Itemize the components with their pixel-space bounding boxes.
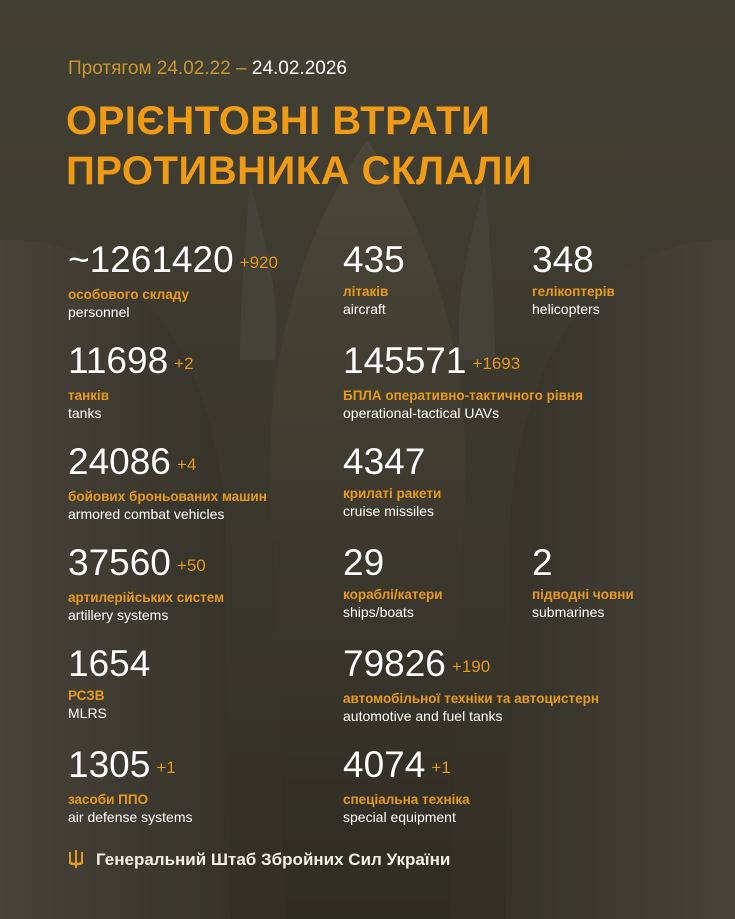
- stat-delta: +1693: [472, 354, 521, 373]
- stat-helicopters: 348 гелікоптерів helicopters: [532, 240, 615, 318]
- stat-operational-tactical-uavs: 145571 +1693 БПЛА оперативно-тактичного рі…: [343, 341, 583, 422]
- stat-number: 2: [532, 542, 553, 583]
- stat-number: 4074: [343, 744, 426, 785]
- stat-label-ua: спеціальна техніка: [343, 792, 470, 807]
- stat-number: 1654: [68, 643, 151, 684]
- stat-aircraft: 435 літаків aircraft: [343, 240, 405, 318]
- stat-number: 348: [532, 239, 594, 280]
- stat-delta: +1: [156, 758, 176, 777]
- stat-value: 4074 +1: [343, 745, 470, 788]
- stat-label-en: special equipment: [343, 809, 456, 825]
- stat-number: 11698: [68, 340, 169, 381]
- stat-number: 435: [343, 239, 405, 280]
- stat-delta: +1: [431, 758, 451, 777]
- stat-label-en: ships/boats: [343, 604, 414, 620]
- stat-delta: +4: [176, 455, 197, 474]
- stat-artillery-systems: 37560 +50 артилерійських систем artillery s…: [68, 543, 225, 624]
- stat-cruise-missiles: 4347 крилаті ракети cruise missiles: [343, 442, 442, 520]
- stat-number: ~1261420: [68, 239, 234, 280]
- stat-label-ua: танків: [68, 388, 110, 403]
- stat-delta: +50: [176, 556, 206, 575]
- stat-tanks: 11698 +2 танків tanks: [68, 341, 194, 422]
- stat-air-defense-systems: 1305 +1 засоби ППО air defense systems: [68, 745, 193, 826]
- stat-value: ~1261420 +920: [68, 240, 278, 283]
- stat-label-ua: крилаті ракети: [343, 486, 442, 501]
- footer-text: Генеральний Штаб Збройних Сил України: [96, 850, 451, 869]
- stat-personnel: ~1261420 +920 особового складу personnel: [68, 240, 278, 321]
- stat-label-ua: артилерійських систем: [68, 590, 225, 605]
- stat-label-ua: БПЛА оперативно-тактичного рівня: [343, 388, 583, 403]
- title-line-2: ПРОТИВНИКА СКЛАЛИ: [66, 149, 533, 193]
- stat-label-en: air defense systems: [68, 809, 193, 825]
- stat-label-en: operational-tactical UAVs: [343, 405, 500, 421]
- stat-label-ua: особового складу: [68, 287, 189, 302]
- stat-label-en: helicopters: [532, 301, 600, 317]
- stat-value: 4347: [343, 442, 441, 482]
- period-start: Протягом 24.02.22 –: [68, 58, 247, 79]
- stat-delta: +190: [451, 657, 491, 676]
- stat-value: 1305 +1: [68, 745, 193, 788]
- stat-label-en: artillery systems: [68, 607, 169, 623]
- stat-number: 29: [343, 542, 385, 583]
- stat-ships-boats: 29 кораблі/катери ships/boats: [343, 543, 443, 621]
- stat-number: 37560: [68, 542, 171, 583]
- stat-value: 29: [343, 543, 443, 583]
- stat-value: 1654: [68, 644, 150, 684]
- stat-number: 4347: [343, 441, 426, 482]
- stat-label-en: tanks: [68, 405, 102, 421]
- footer: Генеральний Штаб Збройних Сил України: [68, 850, 450, 870]
- stat-automotive-and-fuel-tanks: 79826 +190 автомобільної техніки та автоци…: [343, 644, 600, 725]
- stat-value: 2: [532, 543, 634, 583]
- stat-value: 435: [343, 240, 405, 280]
- period-end: 24.02.2026: [251, 58, 347, 79]
- stat-label-en: submarines: [532, 604, 605, 620]
- stat-label-en: aircraft: [343, 301, 386, 317]
- trident-icon: [69, 850, 83, 868]
- stat-value: 348: [532, 240, 615, 280]
- stat-number: 1305: [68, 744, 151, 785]
- stat-label-en: automotive and fuel tanks: [343, 708, 503, 724]
- stat-armored-combat-vehicles: 24086 +4 бойових броньованих машин armored …: [68, 442, 267, 523]
- stat-special-equipment: 4074 +1 спеціальна техніка special equipmen…: [343, 745, 470, 826]
- stat-label-ua: засоби ППО: [68, 792, 149, 807]
- stat-label-ua: підводні човни: [532, 587, 634, 602]
- stat-label-en: personnel: [68, 304, 130, 320]
- stat-label-ua: літаків: [343, 284, 389, 299]
- stat-mlrs: 1654 РСЗВ MLRS: [68, 644, 150, 722]
- stat-label-en: MLRS: [68, 705, 107, 721]
- stat-value: 145571 +1693: [343, 341, 583, 384]
- stat-number: 24086: [68, 441, 171, 482]
- stat-label-ua: гелікоптерів: [532, 284, 615, 299]
- stat-value: 11698 +2: [68, 341, 194, 384]
- page-title: ОРІЄНТОВНІ ВТРАТИ ПРОТИВНИКА СКЛАЛИ: [66, 96, 532, 196]
- stat-delta: +2: [174, 354, 194, 373]
- stat-delta: +920: [239, 253, 278, 272]
- period: Протягом 24.02.22 – 24.02.2026: [68, 58, 347, 80]
- stat-value: 79826 +190: [343, 644, 599, 687]
- stat-number: 79826: [343, 643, 446, 684]
- stat-value: 37560 +50: [68, 543, 224, 586]
- stat-label-ua: РСЗВ: [68, 688, 105, 703]
- stat-label-ua: автомобільної техніки та автоцистерн: [343, 691, 600, 706]
- stat-label-en: cruise missiles: [343, 503, 435, 519]
- stat-number: 145571: [343, 340, 467, 381]
- stat-label-ua: бойових броньованих машин: [68, 489, 267, 504]
- stat-label-en: armored combat vehicles: [68, 506, 225, 522]
- stat-value: 24086 +4: [68, 442, 267, 485]
- stat-label-ua: кораблі/катери: [343, 587, 443, 602]
- title-line-1: ОРІЄНТОВНІ ВТРАТИ: [66, 99, 491, 143]
- stat-submarines: 2 підводні човни submarines: [532, 543, 634, 621]
